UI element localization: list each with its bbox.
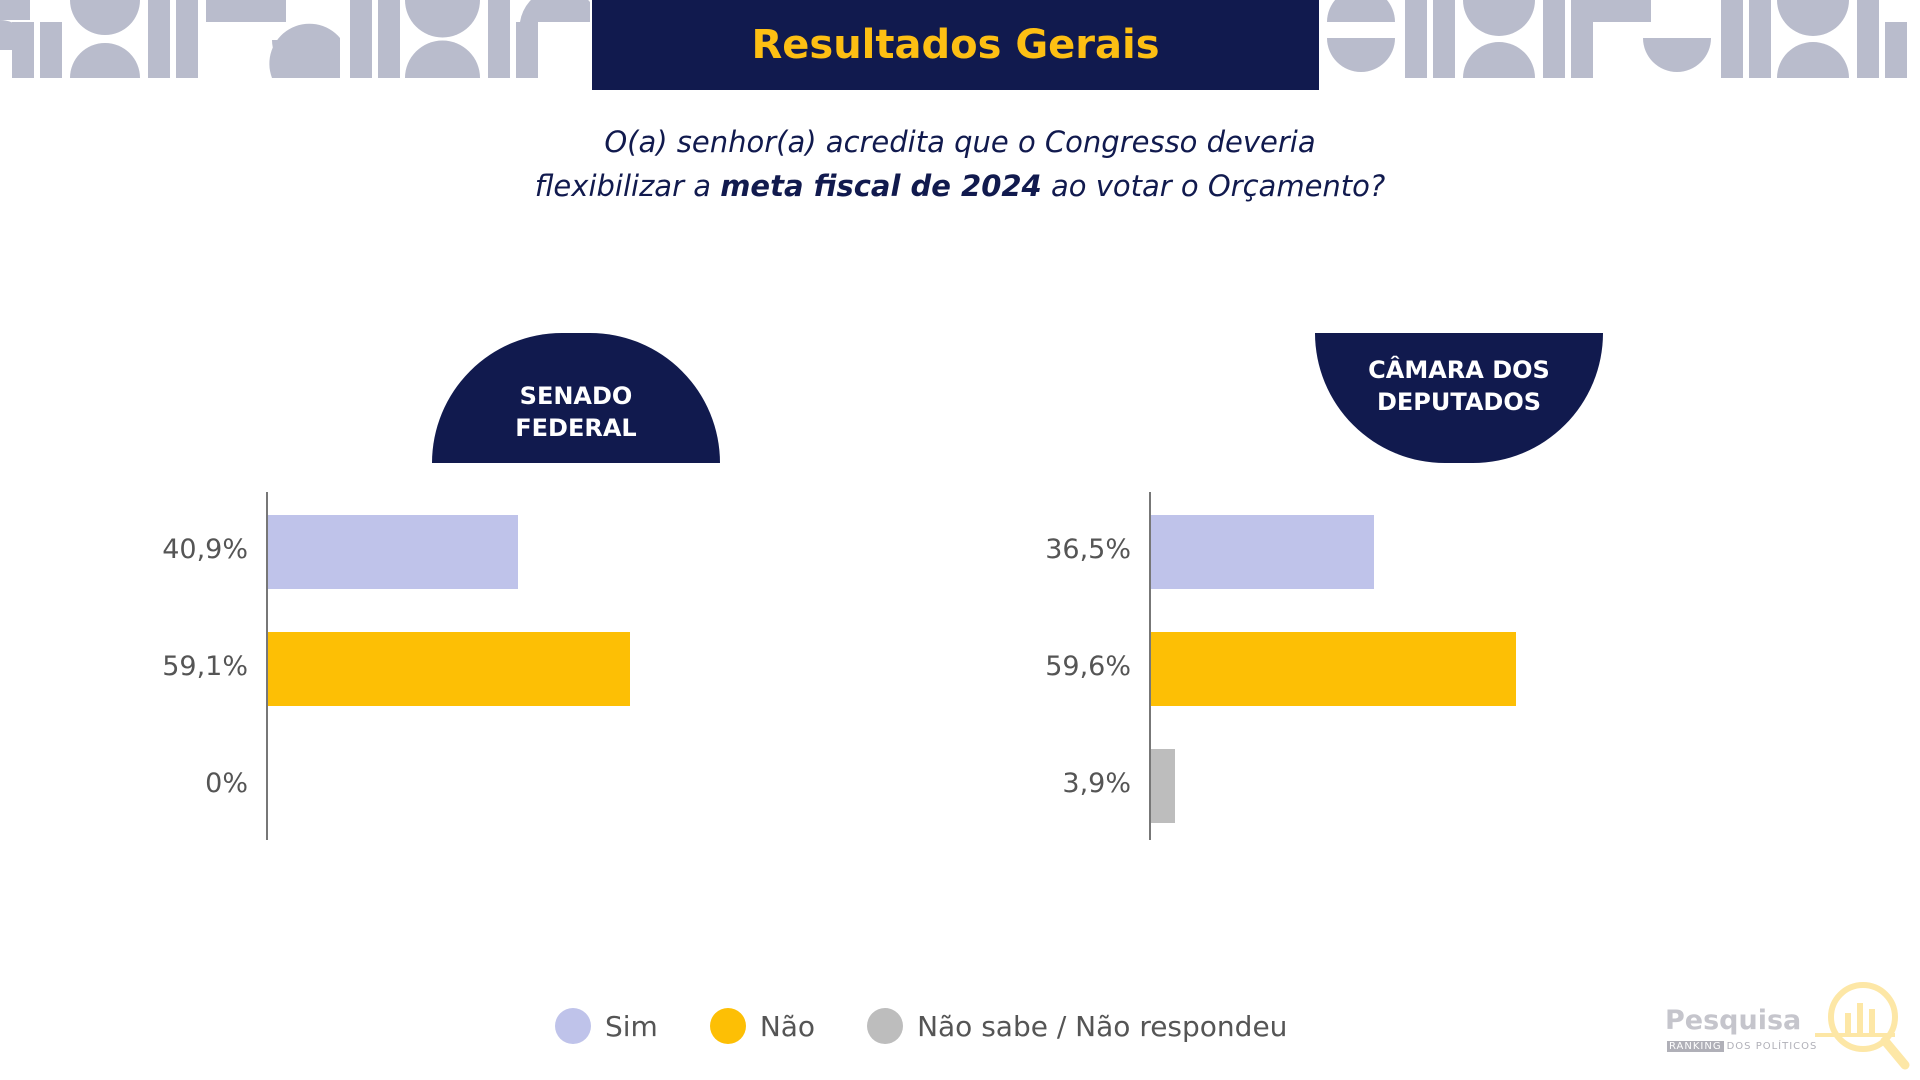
senado-title-line-2: FEDERAL xyxy=(515,414,637,442)
question-text-bold: meta fiscal de 2024 xyxy=(720,169,1042,203)
senado-bar-sim xyxy=(268,515,519,589)
legend-item-sim: Sim xyxy=(555,1008,658,1044)
survey-question: O(a) senhor(a) acredita que o Congresso … xyxy=(360,120,1560,208)
camara-title-line-1: CÂMARA DOS xyxy=(1368,356,1550,384)
camara-bar-nao-sabe xyxy=(1151,749,1175,823)
legend-label-nao: Não xyxy=(759,1009,816,1043)
chart-legend: Sim Não Não sabe / Não respondeu xyxy=(555,1004,1339,1048)
logo-tag: RANKING xyxy=(1667,1041,1724,1052)
logo-subtitle: RANKING DOS POLÍTICOS xyxy=(1667,1041,1817,1052)
camara-bar-chart: 36,5% 59,6% 3,9% xyxy=(983,488,1683,848)
camara-axis xyxy=(1149,492,1151,840)
legend-item-nao: Não xyxy=(709,1008,816,1044)
header-decoration-left xyxy=(0,0,590,78)
camara-bar-sim xyxy=(1151,515,1375,589)
senado-title: SENADO FEDERAL xyxy=(515,380,636,444)
camara-title-line-2: DEPUTADOS xyxy=(1376,388,1542,416)
pesquisa-logo: Pesquisa RANKING DOS POLÍTICOS xyxy=(1665,975,1910,1070)
question-text-a: flexibilizar a xyxy=(534,169,721,203)
logo-sub-text: DOS POLÍTICOS xyxy=(1726,1041,1818,1052)
question-text-b: ao votar o Orçamento? xyxy=(1041,169,1386,203)
legend-label-nao-sabe: Não sabe / Não respondeu xyxy=(917,1009,1288,1043)
legend-swatch-sim xyxy=(555,1008,591,1044)
question-line-2: flexibilizar a meta fiscal de 2024 ao vo… xyxy=(360,164,1560,208)
logo-text: Pesquisa xyxy=(1665,1005,1802,1036)
legend-swatch-nao-sabe xyxy=(867,1008,904,1044)
header-decoration-right xyxy=(1327,0,1907,78)
camara-value-label-nao: 59,6% xyxy=(1045,651,1131,682)
senado-bar-nao xyxy=(268,632,630,706)
senado-title-line-1: SENADO xyxy=(519,382,633,410)
camara-value-label-sim: 36,5% xyxy=(1045,534,1131,565)
senado-federal-header: SENADO FEDERAL xyxy=(432,333,720,463)
magnifier-chart-icon xyxy=(1815,982,1910,1070)
senado-value-label-nao-sabe: 0% xyxy=(205,768,248,799)
camara-value-label-nao-sabe: 3,9% xyxy=(1062,768,1131,799)
senado-bar-chart: 40,9% 59,1% 0% xyxy=(100,488,800,848)
legend-item-nao-sabe: Não sabe / Não respondeu xyxy=(867,1008,1287,1044)
senado-value-label-nao: 59,1% xyxy=(162,651,248,682)
legend-label-sim: Sim xyxy=(605,1009,658,1043)
legend-swatch-nao xyxy=(709,1008,746,1044)
page-title: Resultados Gerais xyxy=(751,22,1160,68)
title-banner: Resultados Gerais xyxy=(592,0,1319,90)
camara-deputados-header: CÂMARA DOS DEPUTADOS xyxy=(1315,333,1603,463)
senado-value-label-sim: 40,9% xyxy=(162,534,248,565)
senado-axis xyxy=(266,492,268,840)
question-line-1: O(a) senhor(a) acredita que o Congresso … xyxy=(604,125,1316,159)
camara-title: CÂMARA DOS DEPUTADOS xyxy=(1368,354,1550,418)
camara-bar-nao xyxy=(1151,632,1516,706)
